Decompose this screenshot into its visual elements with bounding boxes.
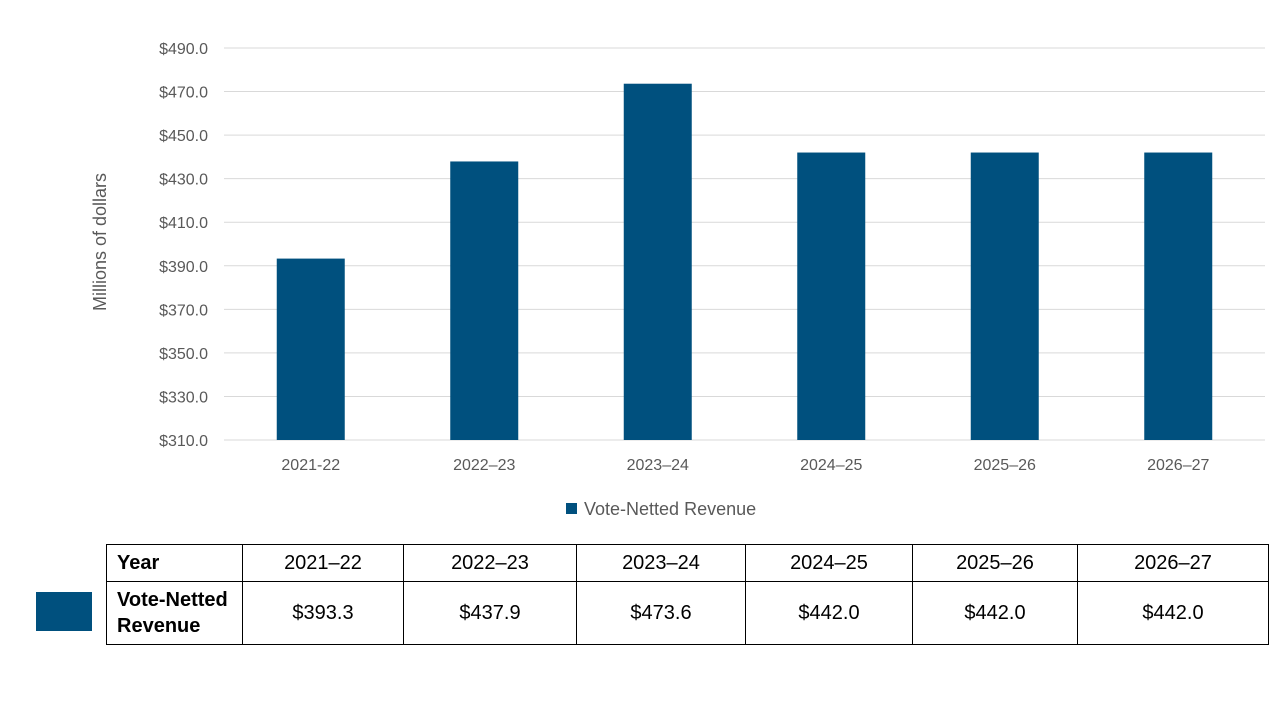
table-value-cell: $442.0 [1077,581,1269,645]
x-tick-label: 2024–25 [800,457,862,474]
y-tick-label: $470.0 [159,85,208,102]
data-table: Year 2021–22 2022–23 2023–24 2024–25 202… [106,544,1269,645]
table-year-cell: 2025–26 [912,544,1078,582]
table-header-row: Year 2021–22 2022–23 2023–24 2024–25 202… [106,544,1269,582]
y-tick-label: $430.0 [159,172,208,189]
bars [276,83,1213,441]
x-tick-label: 2021-22 [281,457,340,474]
bar [276,258,345,440]
y-tick-label: $310.0 [159,433,208,450]
legend: Vote-Netted Revenue [566,499,756,519]
table-year-cell: 2023–24 [576,544,746,582]
bar-chart: $310.0 $330.0 $350.0 $370.0 $390.0 $410.0 $430… [90,41,1265,519]
table-value-cell: $442.0 [745,581,913,645]
table-year-cell: 2022–23 [403,544,577,582]
y-tick-label: $490.0 [159,41,208,58]
gridlines [224,47,1265,441]
bar [797,152,866,441]
y-tick-label: $330.0 [159,389,208,406]
table-year-cell: 2026–27 [1077,544,1269,582]
y-tick-label: $350.0 [159,346,208,363]
table-year-cell: 2021–22 [242,544,404,582]
bar [450,161,519,440]
table-series-swatch [36,592,92,631]
x-tick-label: 2022–23 [453,457,515,474]
bar [970,152,1039,441]
bar [623,83,692,441]
x-tick-label: 2023–24 [627,457,689,474]
table-header-label: Year [106,544,243,582]
table-row: Vote-Netted Revenue $393.3 $437.9 $473.6… [106,581,1269,645]
y-tick-label: $370.0 [159,302,208,319]
x-tick-label: 2025–26 [974,457,1036,474]
table-value-cell: $442.0 [912,581,1078,645]
table-value-cell: $437.9 [403,581,577,645]
y-axis-title: Millions of dollars [90,173,110,311]
table-value-cell: $473.6 [576,581,746,645]
bar [1144,152,1213,441]
x-axis-ticks: 2021-22 2022–23 2023–24 2024–25 2025–26 2026–… [281,457,1209,474]
y-tick-label: $450.0 [159,128,208,145]
table-year-cell: 2024–25 [745,544,913,582]
legend-swatch [566,503,577,514]
table-row-label: Vote-Netted Revenue [106,581,243,645]
y-tick-label: $390.0 [159,259,208,276]
table-value-cell: $393.3 [242,581,404,645]
legend-label: Vote-Netted Revenue [584,499,756,519]
y-axis-ticks: $310.0 $330.0 $350.0 $370.0 $390.0 $410.0 $430… [159,41,208,450]
y-tick-label: $410.0 [159,215,208,232]
x-tick-label: 2026–27 [1147,457,1209,474]
